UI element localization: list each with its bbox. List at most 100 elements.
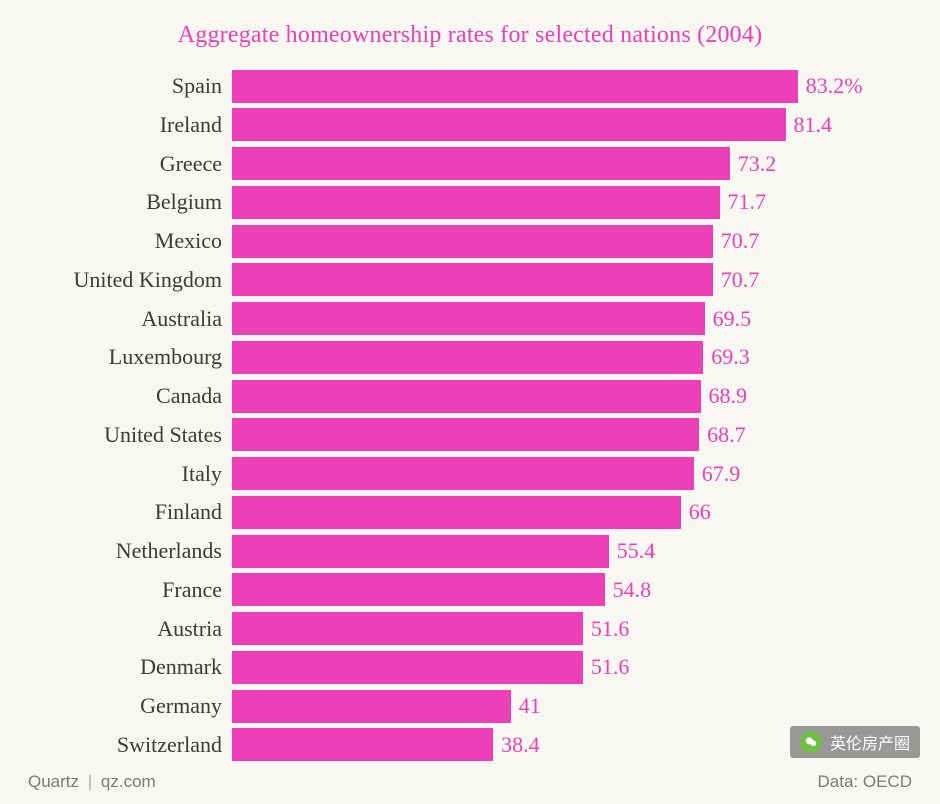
bar-value-label: 70.7 bbox=[721, 267, 760, 293]
chart-plot-area: Spain 83.2% Ireland 81.4 Greece 73.2 Belgium 71… bbox=[28, 67, 912, 764]
bar-row: Canada 68.9 bbox=[28, 377, 912, 415]
bar-value-label: 69.3 bbox=[711, 344, 750, 370]
bar-row: Netherlands 55.4 bbox=[28, 532, 912, 570]
bar-track: 70.7 bbox=[232, 261, 912, 299]
bar bbox=[232, 225, 713, 258]
bar bbox=[232, 108, 786, 141]
bar-row: Spain 83.2% bbox=[28, 67, 912, 105]
bar-row: Greece 73.2 bbox=[28, 145, 912, 183]
bar-value-label: 54.8 bbox=[613, 577, 652, 603]
footer-separator: | bbox=[88, 772, 92, 791]
bar-row: Denmark 51.6 bbox=[28, 648, 912, 686]
footer-source-site: qz.com bbox=[101, 772, 156, 791]
wechat-icon bbox=[800, 731, 822, 753]
bar-track: 70.7 bbox=[232, 222, 912, 260]
footer-source-brand: Quartz bbox=[28, 772, 79, 791]
bar bbox=[232, 70, 798, 103]
bar-value-label: 70.7 bbox=[721, 228, 760, 254]
y-axis-label: Denmark bbox=[28, 654, 232, 680]
bar-value-label: 51.6 bbox=[591, 654, 630, 680]
bar bbox=[232, 380, 701, 413]
chart-frame: Aggregate homeownership rates for select… bbox=[0, 0, 940, 804]
footer-source: Quartz | qz.com bbox=[28, 772, 156, 792]
y-axis-label: Netherlands bbox=[28, 538, 232, 564]
bar bbox=[232, 418, 699, 451]
bar-track: 71.7 bbox=[232, 183, 912, 221]
bar-value-label: 66 bbox=[689, 499, 711, 525]
bar-value-label: 69.5 bbox=[713, 306, 752, 332]
bar bbox=[232, 302, 705, 335]
watermark-text: 英伦房产圈 bbox=[830, 730, 910, 754]
bar-value-label: 41 bbox=[519, 693, 541, 719]
y-axis-label: Austria bbox=[28, 616, 232, 642]
bar-row: Luxembourg 69.3 bbox=[28, 338, 912, 376]
bar-track: 51.6 bbox=[232, 648, 912, 686]
bar-row: Italy 67.9 bbox=[28, 455, 912, 493]
bar-row: Germany 41 bbox=[28, 687, 912, 725]
bar-value-label: 67.9 bbox=[702, 461, 741, 487]
bar bbox=[232, 341, 703, 374]
y-axis-label: United States bbox=[28, 422, 232, 448]
bar-row: Ireland 81.4 bbox=[28, 106, 912, 144]
bar-track: 67.9 bbox=[232, 455, 912, 493]
y-axis-label: Mexico bbox=[28, 228, 232, 254]
bar-track: 68.7 bbox=[232, 416, 912, 454]
bar-row: Mexico 70.7 bbox=[28, 222, 912, 260]
y-axis-label: Belgium bbox=[28, 189, 232, 215]
bar-row: Finland 66 bbox=[28, 493, 912, 531]
y-axis-label: Italy bbox=[28, 461, 232, 487]
bar bbox=[232, 612, 583, 645]
y-axis-label: Germany bbox=[28, 693, 232, 719]
bar-track: 81.4 bbox=[232, 106, 912, 144]
bar-value-label: 83.2% bbox=[806, 73, 863, 99]
y-axis-label: Finland bbox=[28, 499, 232, 525]
footer-data-credit: Data: OECD bbox=[818, 772, 912, 792]
y-axis-label: Switzerland bbox=[28, 732, 232, 758]
bar-track: 54.8 bbox=[232, 571, 912, 609]
y-axis-label: Ireland bbox=[28, 112, 232, 138]
y-axis-label: Greece bbox=[28, 151, 232, 177]
bar bbox=[232, 690, 511, 723]
bar-track: 83.2% bbox=[232, 67, 912, 105]
bar-track: 69.3 bbox=[232, 338, 912, 376]
bar-row: Australia 69.5 bbox=[28, 300, 912, 338]
chart-title: Aggregate homeownership rates for select… bbox=[28, 22, 912, 49]
bar-track: 66 bbox=[232, 493, 912, 531]
y-axis-label: Spain bbox=[28, 73, 232, 99]
bar-track: 51.6 bbox=[232, 610, 912, 648]
bar bbox=[232, 263, 713, 296]
y-axis-label: Luxembourg bbox=[28, 344, 232, 370]
bar-track: 73.2 bbox=[232, 145, 912, 183]
bar-value-label: 68.7 bbox=[707, 422, 746, 448]
y-axis-label: Canada bbox=[28, 383, 232, 409]
y-axis-label: United Kingdom bbox=[28, 267, 232, 293]
y-axis-label: Australia bbox=[28, 306, 232, 332]
bar bbox=[232, 186, 720, 219]
bar-value-label: 68.9 bbox=[709, 383, 748, 409]
bar-track: 55.4 bbox=[232, 532, 912, 570]
bar-track: 69.5 bbox=[232, 300, 912, 338]
bar bbox=[232, 496, 681, 529]
bar-row: Austria 51.6 bbox=[28, 610, 912, 648]
chart-footer: Quartz | qz.com Data: OECD bbox=[28, 772, 912, 792]
bar-row: Belgium 71.7 bbox=[28, 183, 912, 221]
bar-row: Switzerland 38.4 bbox=[28, 726, 912, 764]
bar-track: 41 bbox=[232, 687, 912, 725]
bar-row: France 54.8 bbox=[28, 571, 912, 609]
bar-row: United States 68.7 bbox=[28, 416, 912, 454]
bar-value-label: 51.6 bbox=[591, 616, 630, 642]
bar bbox=[232, 651, 583, 684]
bar bbox=[232, 573, 605, 606]
y-axis-label: France bbox=[28, 577, 232, 603]
bar-value-label: 71.7 bbox=[728, 189, 767, 215]
bar bbox=[232, 147, 730, 180]
bar-track: 68.9 bbox=[232, 377, 912, 415]
bar-value-label: 38.4 bbox=[501, 732, 540, 758]
bar bbox=[232, 728, 493, 761]
bar-value-label: 81.4 bbox=[794, 112, 833, 138]
bar-row: United Kingdom 70.7 bbox=[28, 261, 912, 299]
bar bbox=[232, 457, 694, 490]
watermark-badge: 英伦房产圈 bbox=[790, 726, 920, 758]
bar-value-label: 55.4 bbox=[617, 538, 656, 564]
bar-value-label: 73.2 bbox=[738, 151, 777, 177]
